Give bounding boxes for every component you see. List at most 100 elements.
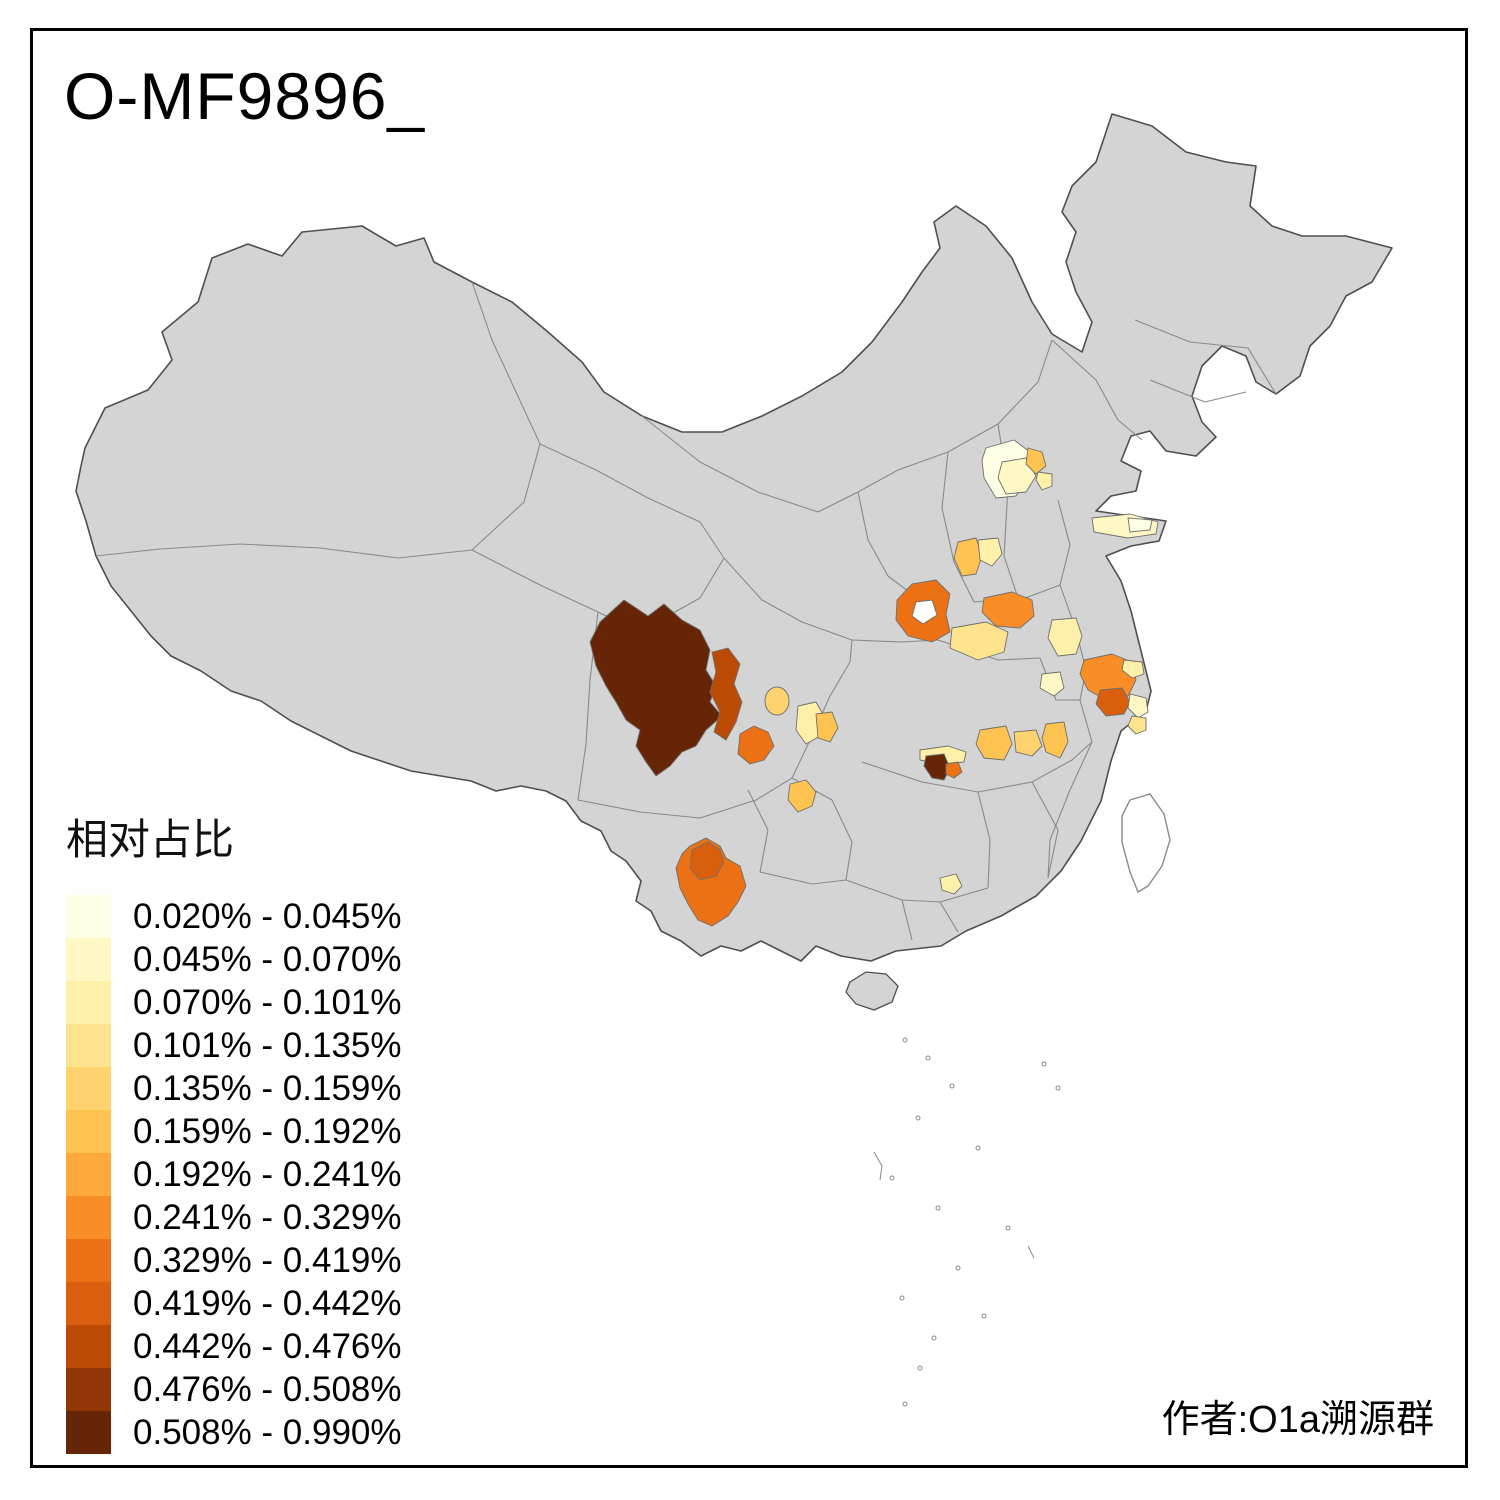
sea-island-dot	[925, 1055, 931, 1061]
legend-row: 0.508% - 0.990%	[66, 1411, 402, 1454]
map-region	[949, 621, 1009, 661]
sea-island-dot	[902, 1037, 908, 1043]
legend-row: 0.159% - 0.192%	[66, 1110, 402, 1153]
legend-swatch	[66, 1024, 111, 1067]
sea-island-dot	[889, 1175, 895, 1181]
map-region	[1127, 517, 1153, 533]
legend-label: 0.101% - 0.135%	[133, 1026, 402, 1065]
map-region	[923, 753, 951, 781]
sea-island-dash	[1027, 1245, 1035, 1259]
map-region	[737, 725, 775, 765]
province-border	[1031, 781, 1059, 879]
legend-swatch	[66, 1153, 111, 1196]
province-border	[1047, 741, 1093, 879]
map-region	[939, 873, 963, 895]
map-region	[1121, 659, 1145, 679]
map-region	[1041, 721, 1069, 759]
hainan-island	[845, 971, 899, 1011]
map-region	[953, 537, 983, 577]
map-region	[787, 779, 817, 813]
legend-label: 0.020% - 0.045%	[133, 897, 402, 936]
province-border	[1031, 741, 1093, 783]
map-region	[815, 711, 839, 743]
legend-row: 0.329% - 0.419%	[66, 1239, 402, 1282]
map-region	[1127, 715, 1147, 735]
province-border	[939, 901, 959, 933]
map-region	[981, 591, 1035, 629]
legend-row: 0.442% - 0.476%	[66, 1325, 402, 1368]
province-border	[1134, 319, 1277, 395]
legend-title: 相对占比	[66, 816, 235, 863]
map-region	[1035, 471, 1053, 491]
legend-row: 0.192% - 0.241%	[66, 1153, 402, 1196]
map-region	[1047, 617, 1083, 657]
legend-row: 0.241% - 0.329%	[66, 1196, 402, 1239]
map-region	[945, 761, 963, 779]
province-border	[1051, 339, 1143, 441]
province-border	[471, 281, 541, 551]
sea-island-dot	[931, 1335, 937, 1341]
legend-swatch	[66, 1368, 111, 1411]
legend-label: 0.329% - 0.419%	[133, 1241, 402, 1280]
legend-label: 0.070% - 0.101%	[133, 983, 402, 1022]
province-border	[861, 761, 1033, 793]
map-region	[1127, 693, 1149, 719]
legend-swatch	[66, 1282, 111, 1325]
province-border	[977, 791, 991, 889]
province-border	[723, 557, 939, 643]
sea-island-dot	[1055, 1085, 1061, 1091]
province-border	[1079, 699, 1093, 743]
province-border	[791, 639, 853, 779]
province-border	[845, 879, 989, 903]
map-region	[997, 457, 1037, 495]
province-border	[747, 789, 769, 873]
legend-row: 0.419% - 0.442%	[66, 1282, 402, 1325]
legend-label: 0.135% - 0.159%	[133, 1069, 402, 1108]
legend-swatch	[66, 1239, 111, 1282]
map-region	[764, 686, 790, 716]
sea-island-dot	[917, 1365, 923, 1371]
map-region	[975, 725, 1013, 761]
legend-swatch	[66, 1411, 111, 1454]
sea-island-dot	[975, 1145, 981, 1151]
legend-label: 0.419% - 0.442%	[133, 1284, 402, 1323]
province-border	[1019, 499, 1071, 601]
legend-row: 0.020% - 0.045%	[66, 895, 402, 938]
sea-island-dot	[955, 1265, 961, 1271]
province-border	[95, 543, 473, 559]
legend-label: 0.045% - 0.070%	[133, 940, 402, 979]
sea-island-dot	[981, 1313, 987, 1319]
sea-island-dash	[873, 1151, 883, 1181]
province-border	[1039, 657, 1080, 701]
legend-row: 0.070% - 0.101%	[66, 981, 402, 1024]
map-region	[689, 841, 725, 881]
province-border	[901, 899, 913, 941]
legend-label: 0.508% - 0.990%	[133, 1413, 402, 1452]
sea-island-dot	[949, 1083, 955, 1089]
map-region	[977, 537, 1003, 567]
legend-row: 0.476% - 0.508%	[66, 1368, 402, 1411]
map-region	[1039, 671, 1065, 697]
map-region	[1025, 447, 1047, 475]
sea-island-dot	[1005, 1225, 1011, 1231]
legend-label: 0.476% - 0.508%	[133, 1370, 402, 1409]
legend-swatch	[66, 1196, 111, 1239]
legend-row: 0.101% - 0.135%	[66, 1024, 402, 1067]
legend: 相对占比 0.020% - 0.045% 0.045% - 0.070% 0.070…	[66, 806, 402, 1454]
legend-swatch	[66, 938, 111, 981]
legend-swatch	[66, 1110, 111, 1153]
legend-row: 0.135% - 0.159%	[66, 1067, 402, 1110]
province-border	[577, 777, 793, 819]
legend-swatch	[66, 1325, 111, 1368]
province-border	[641, 339, 1053, 513]
sea-island-dot	[902, 1401, 908, 1407]
province-border	[1059, 584, 1087, 701]
legend-rows: 0.020% - 0.045% 0.045% - 0.070% 0.070% - 0…	[66, 895, 402, 1454]
province-border	[1149, 379, 1247, 403]
sea-island-dot	[1041, 1061, 1047, 1067]
province-border	[941, 451, 975, 603]
legend-label: 0.442% - 0.476%	[133, 1327, 402, 1366]
map-region	[1095, 687, 1131, 717]
south-china-sea-islands	[873, 1037, 1061, 1407]
